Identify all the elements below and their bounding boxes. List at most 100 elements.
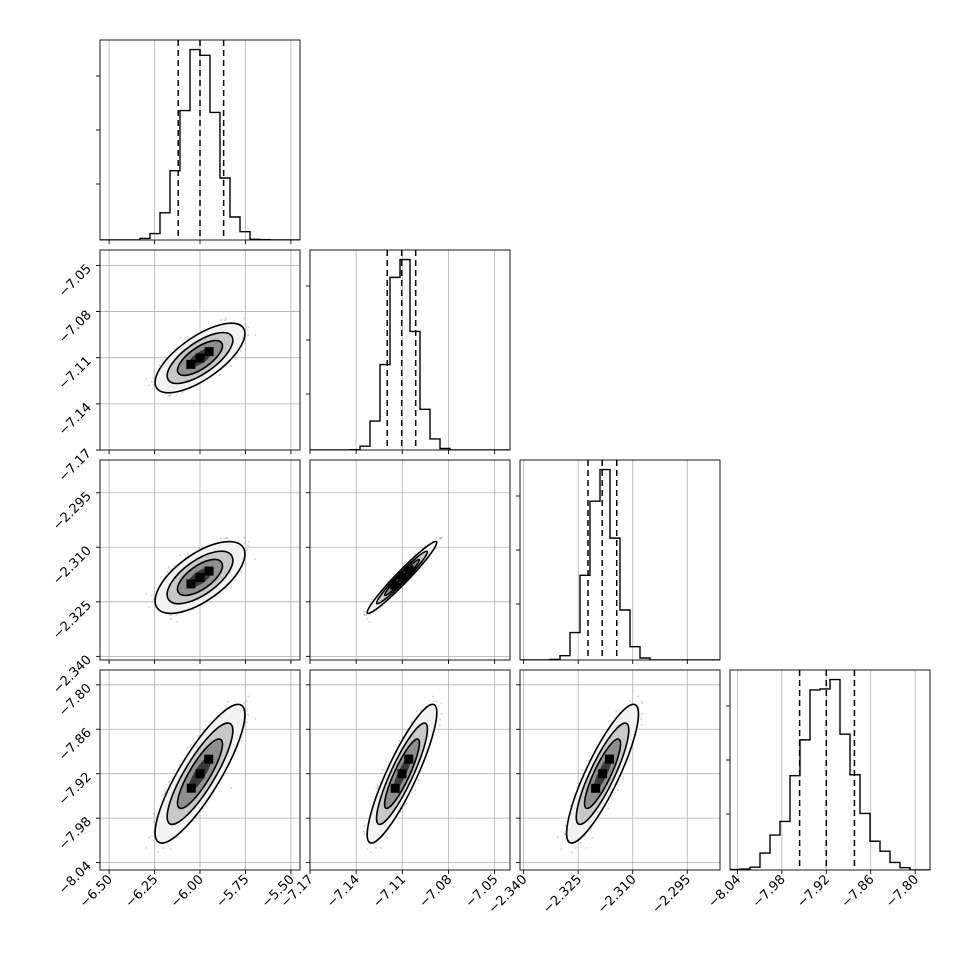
sample-point [220, 319, 223, 322]
scatter-panel-3-0: −6.50 −6.25 −6.00 −5.75 −5.50−8.04−7.98−7.92… [56, 669, 301, 911]
sample-point [152, 383, 155, 386]
sample-point [170, 614, 173, 617]
sample-point [439, 537, 442, 540]
panel-frame [309, 459, 511, 661]
y-ticks [306, 492, 310, 657]
y-tick-label: −7.11 [56, 354, 95, 393]
sample-point [197, 546, 200, 549]
sample-point [243, 536, 246, 539]
x-ticks [309, 660, 496, 664]
sample-point [421, 546, 424, 549]
y-ticks [516, 495, 520, 605]
sample-point [173, 564, 176, 567]
sample-point [438, 537, 441, 540]
histogram-panel-1 [306, 249, 511, 454]
sample-point [230, 587, 233, 590]
histogram-step-line [310, 258, 510, 450]
scatter-panel-1-0: −7.17−7.14−7.11−7.08−7.05 [56, 249, 301, 485]
sample-point [175, 614, 178, 617]
sample-point [161, 793, 164, 796]
sample-point [173, 347, 176, 350]
sample-point [230, 786, 233, 789]
sample-point [186, 552, 189, 555]
sample-point [151, 835, 154, 838]
sample-point [220, 537, 223, 540]
sample-point [240, 349, 243, 352]
x-ticks [309, 450, 496, 454]
density-core-cell [204, 347, 214, 357]
histogram-panel-0 [96, 39, 301, 244]
x-ticks [108, 450, 292, 454]
sample-point [440, 536, 443, 539]
sample-point [176, 836, 179, 839]
sample-point [152, 377, 155, 380]
sample-point [243, 702, 246, 705]
sample-point [208, 721, 211, 724]
sample-point [366, 617, 369, 620]
y-tick-label: −7.05 [56, 262, 95, 301]
panel-content [520, 460, 720, 660]
sample-point [181, 391, 184, 394]
sample-point [158, 364, 161, 367]
sample-point [244, 322, 247, 325]
sample-point [166, 571, 169, 574]
sample-point [245, 325, 248, 328]
y-tick-label: −2.295 [50, 489, 95, 534]
density-core-cell [404, 565, 414, 575]
y-ticks [306, 285, 310, 395]
sample-point [234, 358, 237, 361]
sample-point [435, 537, 438, 540]
y-ticks: −2.340−2.325−2.310−2.295 [50, 489, 100, 697]
sample-point [168, 394, 171, 397]
panel-content [145, 695, 257, 854]
sample-point [413, 552, 416, 555]
histogram-panel-2 [516, 459, 721, 664]
density-core-cell [186, 579, 196, 589]
sample-point [254, 557, 257, 560]
sample-point [225, 705, 228, 708]
panel-content [145, 536, 257, 624]
y-tick-label: −7.14 [56, 400, 95, 439]
y-ticks [96, 75, 100, 185]
sample-point [145, 592, 148, 595]
histogram-step-line [520, 468, 720, 660]
sample-point [168, 566, 171, 569]
density-core-cell [195, 353, 205, 363]
density-core-cell [195, 572, 205, 582]
sample-point [247, 544, 250, 547]
sample-point [363, 613, 366, 616]
sample-point [225, 317, 228, 320]
sample-point [363, 614, 366, 617]
sample-point [152, 820, 155, 823]
density-core-cell [204, 566, 214, 576]
y-ticks: −7.17−7.14−7.11−7.08−7.05 [56, 262, 100, 485]
sample-point [219, 373, 222, 376]
x-ticks [523, 660, 688, 664]
sample-point [234, 579, 237, 582]
y-tick-label: −7.17 [56, 446, 95, 485]
sample-point [244, 562, 247, 565]
sample-point [186, 336, 189, 339]
sample-point [179, 554, 182, 557]
sample-point [244, 542, 247, 545]
sample-point [225, 536, 228, 539]
sample-point [152, 812, 155, 815]
sample-point [245, 328, 248, 331]
sample-point [245, 549, 248, 552]
sample-point [223, 537, 226, 540]
sample-point [226, 537, 229, 540]
sample-point [247, 334, 250, 337]
sample-point [148, 384, 151, 387]
sample-point [176, 621, 179, 624]
sample-point [247, 540, 250, 543]
sample-point [148, 606, 151, 609]
sample-point [152, 599, 155, 602]
density-core-cell [390, 580, 400, 590]
sample-point [192, 820, 195, 823]
sample-point [170, 848, 173, 851]
scatter-panel-2-0: −2.340−2.325−2.310−2.295 [50, 459, 301, 697]
sample-point [168, 350, 171, 353]
sample-point [434, 547, 437, 550]
sample-point [254, 333, 257, 336]
